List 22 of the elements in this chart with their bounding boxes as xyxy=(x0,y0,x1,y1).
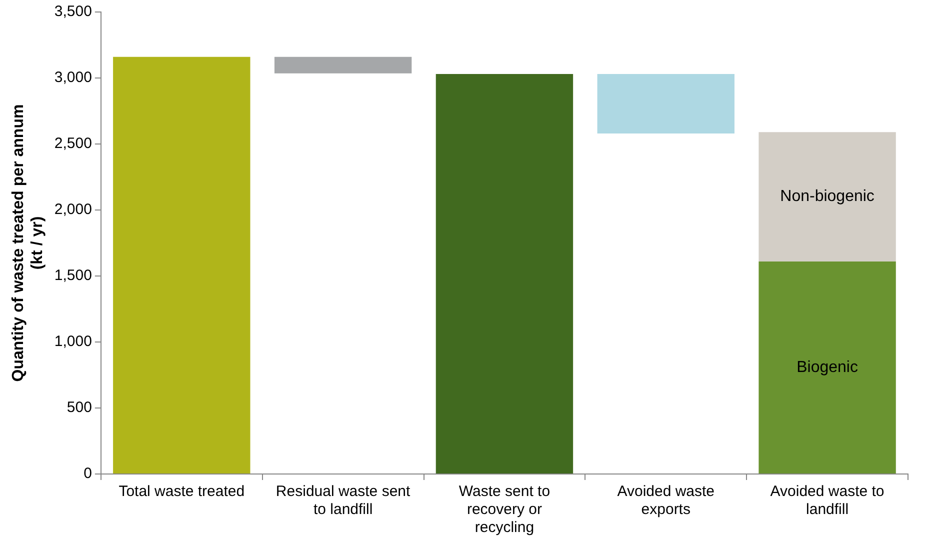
bar xyxy=(758,132,896,262)
y-tick-label: 1,000 xyxy=(54,333,92,350)
series-label: Biogenic xyxy=(796,359,858,376)
y-tick-label: 3,500 xyxy=(54,3,92,20)
y-tick-label: 2,500 xyxy=(54,135,92,152)
bar xyxy=(597,74,734,134)
x-tick-label: Residual waste sent to landfill xyxy=(276,483,411,518)
x-tick-label: Avoided waste to landfill xyxy=(770,483,884,518)
bar xyxy=(113,56,250,474)
x-tick-label: Total waste treated xyxy=(118,483,245,500)
y-tick-label: 2,000 xyxy=(54,201,92,218)
x-tick-label: Avoided waste exports xyxy=(617,483,715,518)
y-tick-label: 500 xyxy=(66,399,92,416)
y-tick-label: 0 xyxy=(84,465,92,482)
y-axis-title: Quantity of waste treated per annum (kt / yr) xyxy=(10,104,46,382)
bar xyxy=(436,74,574,474)
y-tick-label: 3,000 xyxy=(54,69,92,86)
series-label: Non-biogenic xyxy=(780,188,874,206)
y-tick-label: 1,500 xyxy=(54,267,92,284)
bar xyxy=(758,261,896,474)
bar xyxy=(274,56,412,74)
x-tick-label: Waste sent to recovery or recycling xyxy=(458,483,550,536)
